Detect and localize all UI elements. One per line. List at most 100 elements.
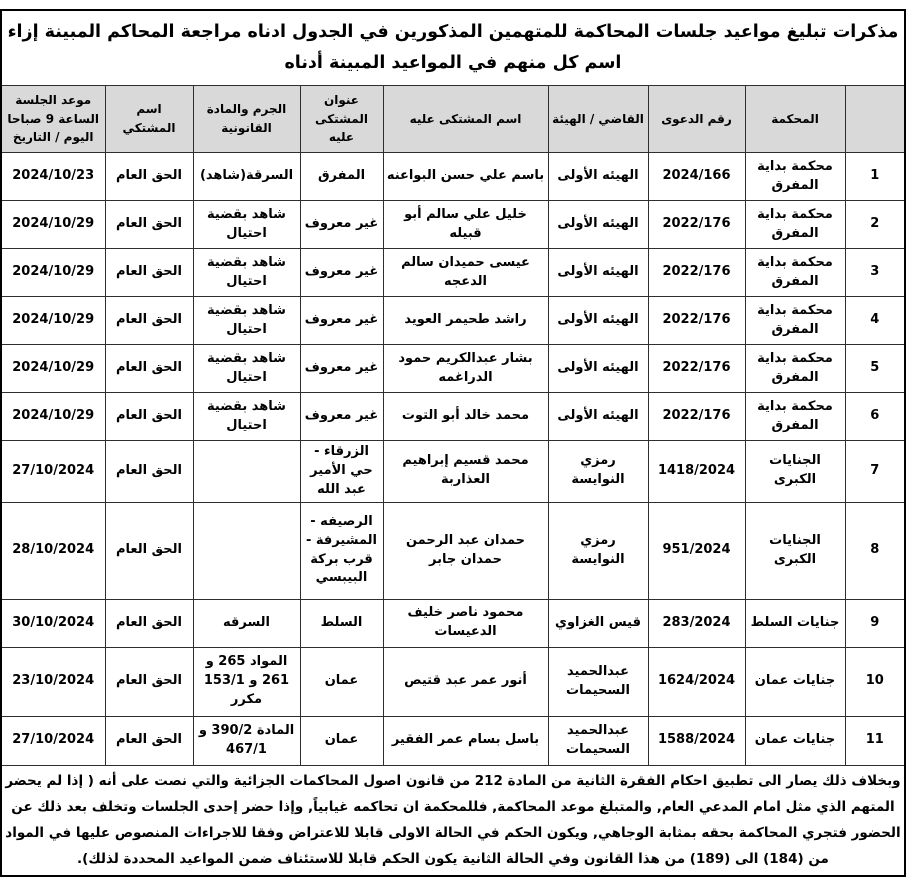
cell-case-number: 2022/176 [647,200,746,249]
legal-footnote: وبخلاف ذلك يصار الى تطبيق احكام الفقرة ا… [0,764,906,877]
table-row: 3 محكمة بداية المفرق 2022/176 الهيئه الأولى… [0,248,906,297]
cell-session-date: 2024/10/29 [0,248,106,297]
cell-judge: الهيئه الأولى [547,392,649,441]
cell-defendant-address: المفرق [299,152,384,201]
cell-crime-article: شاهد بقضية احتيال [192,392,301,441]
cell-session-date: 2024/10/29 [0,392,106,441]
cell-defendant-address: السلط [299,598,384,648]
cell-case-number: 2022/176 [647,248,746,297]
cell-row-number: 10 [844,646,906,717]
col-header-defendant-name: اسم المشتكى عليه [382,85,549,153]
cell-complainant: الحق العام [104,501,194,600]
col-header-case-number: رقم الدعوى [647,85,746,153]
col-header-index [844,85,906,153]
cell-complainant: الحق العام [104,200,194,249]
cell-row-number: 4 [844,296,906,345]
cell-session-date: 27/10/2024 [0,440,106,503]
cell-defendant-name: راشد طحيمر العويد [382,296,549,345]
table-row: 11 جنايات عمان 1588/2024 عبدالحميد السحيمات… [0,715,906,766]
cell-case-number: 1418/2024 [647,440,746,503]
numeric-value: 1588/2024 [657,732,736,748]
cell-defendant-name: عيسى حميدان سالم الدعجه [382,248,549,297]
cell-row-number: 5 [844,344,906,393]
cell-crime-article: شاهد بقضية احتيال [192,248,301,297]
cell-session-date: 2024/10/29 [0,296,106,345]
cell-case-number: 951/2024 [647,501,746,600]
cell-row-number: 9 [844,598,906,648]
table-row: 5 محكمة بداية المفرق 2022/176 الهيئه الأولى… [0,344,906,393]
cell-court: محكمة بداية المفرق [744,296,846,345]
cell-judge: الهيئه الأولى [547,200,649,249]
cell-complainant: الحق العام [104,440,194,503]
cell-court: جنايات عمان [744,715,846,766]
cell-crime-article [192,440,301,503]
cell-case-number: 1624/2024 [647,646,746,717]
table-row: 8 الجنايات الكبرى 951/2024 رمزي النوايسة حمد… [0,501,906,600]
cell-complainant: الحق العام [104,296,194,345]
cell-session-date: 2024/10/23 [0,152,106,201]
table-row: 4 محكمة بداية المفرق 2022/176 الهيئه الأولى… [0,296,906,345]
numeric-value: 2024/10/29 [12,216,95,232]
cell-judge: عبدالحميد السحيمات [547,646,649,717]
cell-defendant-name: محمد خالد أبو التوت [382,392,549,441]
title-row: مذكرات تبليغ مواعيد جلسات المحاكمة للمته… [0,9,906,86]
numeric-value: 1418/2024 [657,462,736,478]
cell-crime-article: شاهد بقضية احتيال [192,296,301,345]
cell-court: محكمة بداية المفرق [744,392,846,441]
numeric-value: 27/10/2024 [12,732,95,748]
cell-defendant-name: بشار عبدالكريم حمود الدراغمه [382,344,549,393]
numeric-value: 30/10/2024 [12,614,95,630]
numeric-value: 2024/10/29 [12,360,95,376]
cell-defendant-address: غير معروف [299,296,384,345]
cell-row-number: 2 [844,200,906,249]
cell-case-number: 2022/176 [647,392,746,441]
cell-row-number: 8 [844,501,906,600]
cell-complainant: الحق العام [104,344,194,393]
footer-row: وبخلاف ذلك يصار الى تطبيق احكام الفقرة ا… [0,764,906,877]
cell-case-number: 1588/2024 [647,715,746,766]
cell-judge: رمزي النوايسة [547,501,649,600]
cell-row-number: 11 [844,715,906,766]
cell-crime-article: المواد 265 و 261 و 153/1 مكرر [192,646,301,717]
cell-defendant-name: محمود ناصر خليف الدعيسات [382,598,549,648]
cell-session-date: 28/10/2024 [0,501,106,600]
numeric-value: 2024/10/29 [12,408,95,424]
numeric-value: 283/2024 [662,614,731,630]
cell-court: محكمة بداية المفرق [744,344,846,393]
table-row: 7 الجنايات الكبرى 1418/2024 رمزي النوايسة مح… [0,440,906,503]
table-row: 1 محكمة بداية المفرق 2024/166 الهيئه الأولى… [0,152,906,201]
cell-judge: الهيئه الأولى [547,248,649,297]
cell-defendant-address: غير معروف [299,392,384,441]
cell-complainant: الحق العام [104,392,194,441]
col-header-crime-article: الجرم والمادة القانونية [192,85,301,153]
cell-judge: الهيئه الأولى [547,152,649,201]
cell-court: جنايات عمان [744,646,846,717]
cell-defendant-address: عمان [299,646,384,717]
numeric-value: 2024/10/29 [12,312,95,328]
cell-row-number: 7 [844,440,906,503]
court-sessions-table: مذكرات تبليغ مواعيد جلسات المحاكمة للمته… [0,9,906,877]
numeric-value: 951/2024 [662,542,731,558]
cell-case-number: 2022/176 [647,344,746,393]
col-header-judge: القاضي / الهيئة [547,85,649,153]
cell-judge: عبدالحميد السحيمات [547,715,649,766]
numeric-value: 23/10/2024 [12,673,95,689]
cell-defendant-address: عمان [299,715,384,766]
numeric-value: 1624/2024 [657,673,736,689]
cell-court: الجنايات الكبرى [744,440,846,503]
cell-session-date: 30/10/2024 [0,598,106,648]
cell-crime-article: السرقه [192,598,301,648]
cell-judge: الهيئه الأولى [547,344,649,393]
cell-defendant-name: حمدان عبد الرحمن حمدان جابر [382,501,549,600]
cell-defendant-address: الزرقاء - حي الأمير عبد الله [299,440,384,503]
numeric-value: 2024/10/29 [12,264,95,280]
cell-crime-article: شاهد بقضية احتيال [192,200,301,249]
numeric-value: 2022/176 [662,408,731,424]
cell-case-number: 2022/176 [647,296,746,345]
cell-crime-article: المادة 390/2 و 467/1 [192,715,301,766]
cell-judge: قيس الغزاوي [547,598,649,648]
cell-defendant-address: غير معروف [299,200,384,249]
table-row: 6 محكمة بداية المفرق 2022/176 الهيئه الأولى… [0,392,906,441]
cell-crime-article: السرقة(شاهد) [192,152,301,201]
